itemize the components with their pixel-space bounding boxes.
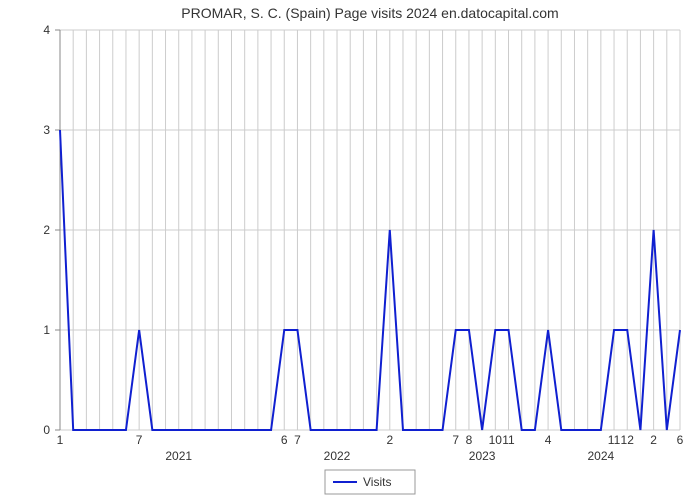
svg-text:6: 6 [281,433,288,447]
svg-text:2021: 2021 [165,449,192,463]
svg-text:8: 8 [466,433,473,447]
svg-text:6: 6 [677,433,684,447]
legend: Visits [325,470,415,494]
svg-text:11: 11 [502,433,515,447]
chart-title: PROMAR, S. C. (Spain) Page visits 2024 e… [181,5,558,21]
visits-line [60,130,680,430]
svg-text:2023: 2023 [469,449,496,463]
svg-text:2: 2 [386,433,393,447]
svg-text:1: 1 [43,323,50,337]
svg-text:7: 7 [452,433,459,447]
svg-text:4: 4 [43,23,50,37]
svg-text:7: 7 [136,433,143,447]
svg-text:2: 2 [650,433,657,447]
svg-text:4: 4 [545,433,552,447]
svg-text:11: 11 [608,433,621,447]
grid [60,30,680,430]
svg-text:3: 3 [43,123,50,137]
x-axis-bottom-labels: 2021 2022 2023 2024 [165,449,614,463]
y-axis: 0 1 2 3 4 [43,23,60,437]
svg-text:1: 1 [57,433,64,447]
svg-text:10: 10 [489,433,503,447]
visits-chart: PROMAR, S. C. (Spain) Page visits 2024 e… [0,0,700,500]
svg-text:7: 7 [294,433,301,447]
svg-text:12: 12 [621,433,635,447]
legend-label: Visits [363,475,391,489]
svg-text:0: 0 [43,423,50,437]
svg-text:2: 2 [43,223,50,237]
svg-text:2024: 2024 [587,449,614,463]
svg-text:2022: 2022 [324,449,351,463]
x-axis-top-labels: 176727810114111226 [57,433,684,447]
